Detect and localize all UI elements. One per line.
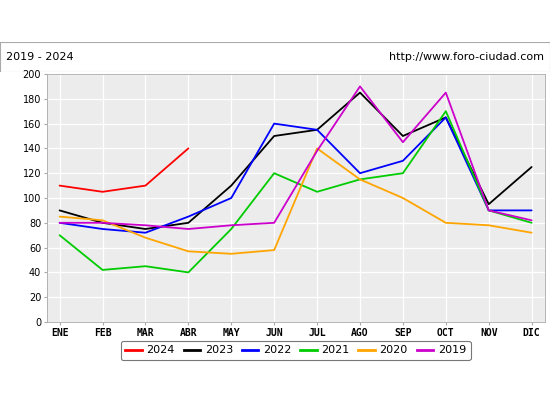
Text: http://www.foro-ciudad.com: http://www.foro-ciudad.com — [389, 52, 544, 62]
Text: 2019 - 2024: 2019 - 2024 — [6, 52, 73, 62]
Legend: 2024, 2023, 2022, 2021, 2020, 2019: 2024, 2023, 2022, 2021, 2020, 2019 — [121, 341, 470, 360]
Text: Evolucion Nº Turistas Extranjeros en el municipio de Fuenmayor: Evolucion Nº Turistas Extranjeros en el … — [1, 14, 549, 28]
